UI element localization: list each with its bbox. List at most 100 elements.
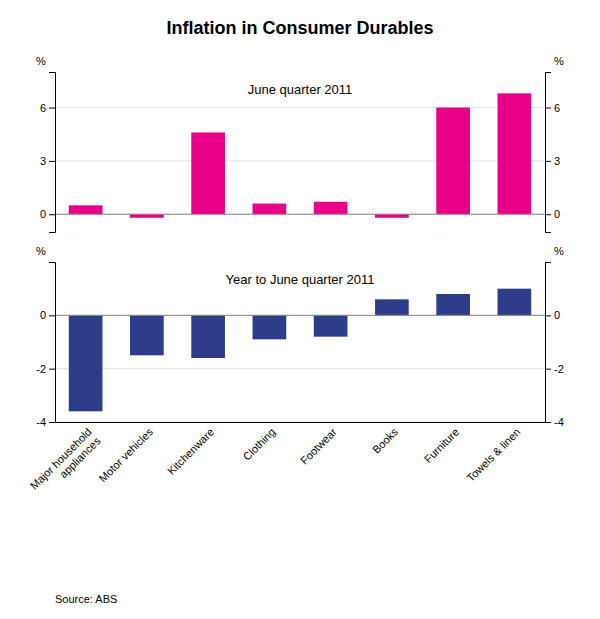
tick-label-line: Kitchenware: [165, 426, 216, 477]
tick-label: 6: [554, 102, 560, 114]
y2-axis: 0 3 6: [545, 73, 560, 233]
tick-mark: [49, 315, 55, 316]
tick-label: 0: [554, 208, 560, 220]
tick-label: -4: [36, 416, 46, 428]
tick: -4: [545, 416, 564, 428]
axis-line: [546, 263, 552, 423]
tick: Furniture: [422, 422, 462, 465]
y2-axis: -4 -2 0: [545, 263, 564, 429]
axis-unit: %: [554, 245, 564, 257]
bar: [436, 294, 470, 315]
y-axis: 0 3 6: [40, 73, 56, 233]
tick-label: Clothing: [240, 426, 277, 463]
axis-unit: %: [36, 245, 46, 257]
bar: [191, 132, 225, 214]
tick: 3: [40, 155, 55, 167]
tick: 0: [545, 208, 560, 220]
tick-label: Motor vehicles: [96, 425, 155, 484]
bar: [436, 108, 470, 215]
tick: 0: [40, 208, 55, 220]
bar: [69, 205, 103, 214]
tick: 3: [545, 155, 560, 167]
axis-unit: %: [554, 55, 564, 67]
panel: -4 -2 0 -4 -2 0%% Year to June quarter 2011 Maj…: [28, 245, 564, 501]
tick-label: Books: [370, 425, 400, 455]
annotation: June quarter 2011: [248, 82, 353, 97]
axis-line: [56, 422, 546, 423]
tick: Major householdappliances: [28, 422, 103, 501]
annotation: Year to June quarter 2011: [226, 272, 375, 287]
tick: Clothing: [240, 422, 277, 463]
tick-label: 3: [554, 155, 560, 167]
tick-label: 0: [40, 309, 46, 321]
tick-label-line: Clothing: [240, 426, 277, 463]
bar: [498, 289, 532, 316]
bar: [130, 214, 164, 218]
bar: [375, 214, 409, 218]
bar: [375, 299, 409, 315]
tick: -4: [36, 416, 55, 428]
bar: [69, 315, 103, 411]
tick: -2: [545, 363, 564, 375]
tick-label: -4: [554, 416, 564, 428]
grid-line: [55, 422, 545, 423]
bar: [191, 315, 225, 358]
bar: [253, 204, 287, 215]
grid-line: [55, 160, 545, 161]
tick-label: -2: [554, 363, 564, 375]
tick-mark: [49, 214, 55, 215]
tick: 0: [545, 309, 560, 321]
axis-line: [546, 73, 552, 233]
bars: [55, 289, 545, 412]
bar: [314, 315, 348, 336]
tick-mark: [545, 108, 551, 109]
tick-mark: [545, 214, 551, 215]
tick: Kitchenware: [165, 422, 216, 477]
grid-line: [55, 107, 545, 108]
tick: Books: [370, 422, 400, 456]
zero-line: [55, 214, 545, 215]
tick-mark: [49, 108, 55, 109]
tick: Motor vehicles: [96, 422, 155, 484]
panel: 0 3 6 0 3 6%% June quarter 2011: [36, 55, 564, 233]
tick-label-line: Furniture: [422, 426, 462, 466]
tick-label-line: appliances: [57, 434, 103, 480]
tick-label-line: Motor vehicles: [96, 425, 155, 484]
x-axis: Major householdappliancesMotor vehiclesK…: [28, 422, 546, 501]
tick-mark: [545, 161, 551, 162]
chart-svg: 0 3 6 0 3 6%% June quarter 2011 Inflation in Co…: [0, 0, 600, 619]
tick-label: Major householdappliances: [28, 425, 103, 500]
tick-mark: [545, 369, 551, 370]
grid-line: [55, 214, 545, 215]
zero-line: [55, 315, 545, 316]
tick-label: Footwear: [298, 425, 339, 466]
tick-label: 0: [554, 309, 560, 321]
grid: [55, 315, 545, 422]
title: Inflation in Consumer Durables: [166, 18, 433, 38]
bar: [314, 202, 348, 214]
tick-label: 6: [40, 102, 46, 114]
tick-mark: [49, 369, 55, 370]
grid: [55, 108, 545, 215]
tick-mark: [49, 161, 55, 162]
axis-line: [49, 263, 56, 423]
tick-label-line: Books: [370, 425, 400, 455]
grid-line: [55, 368, 545, 369]
axis-unit: %: [36, 55, 46, 67]
tick-label: 3: [40, 155, 46, 167]
tick-label-line: Towels & linen: [464, 426, 522, 484]
tick: -2: [36, 363, 55, 375]
tick-mark: [545, 315, 551, 316]
tick-label: Furniture: [422, 426, 462, 466]
tick-mark: [545, 422, 551, 423]
bars: [55, 93, 545, 217]
y-axis: -4 -2 0: [36, 263, 55, 429]
bar: [498, 93, 532, 214]
axis-line: [49, 73, 56, 233]
source: Source: ABS: [55, 593, 117, 605]
tick-mark: [49, 422, 55, 423]
tick-label: 0: [40, 208, 46, 220]
tick: 0: [40, 309, 55, 321]
tick-label-line: Footwear: [298, 425, 339, 466]
tick-label: -2: [36, 363, 46, 375]
